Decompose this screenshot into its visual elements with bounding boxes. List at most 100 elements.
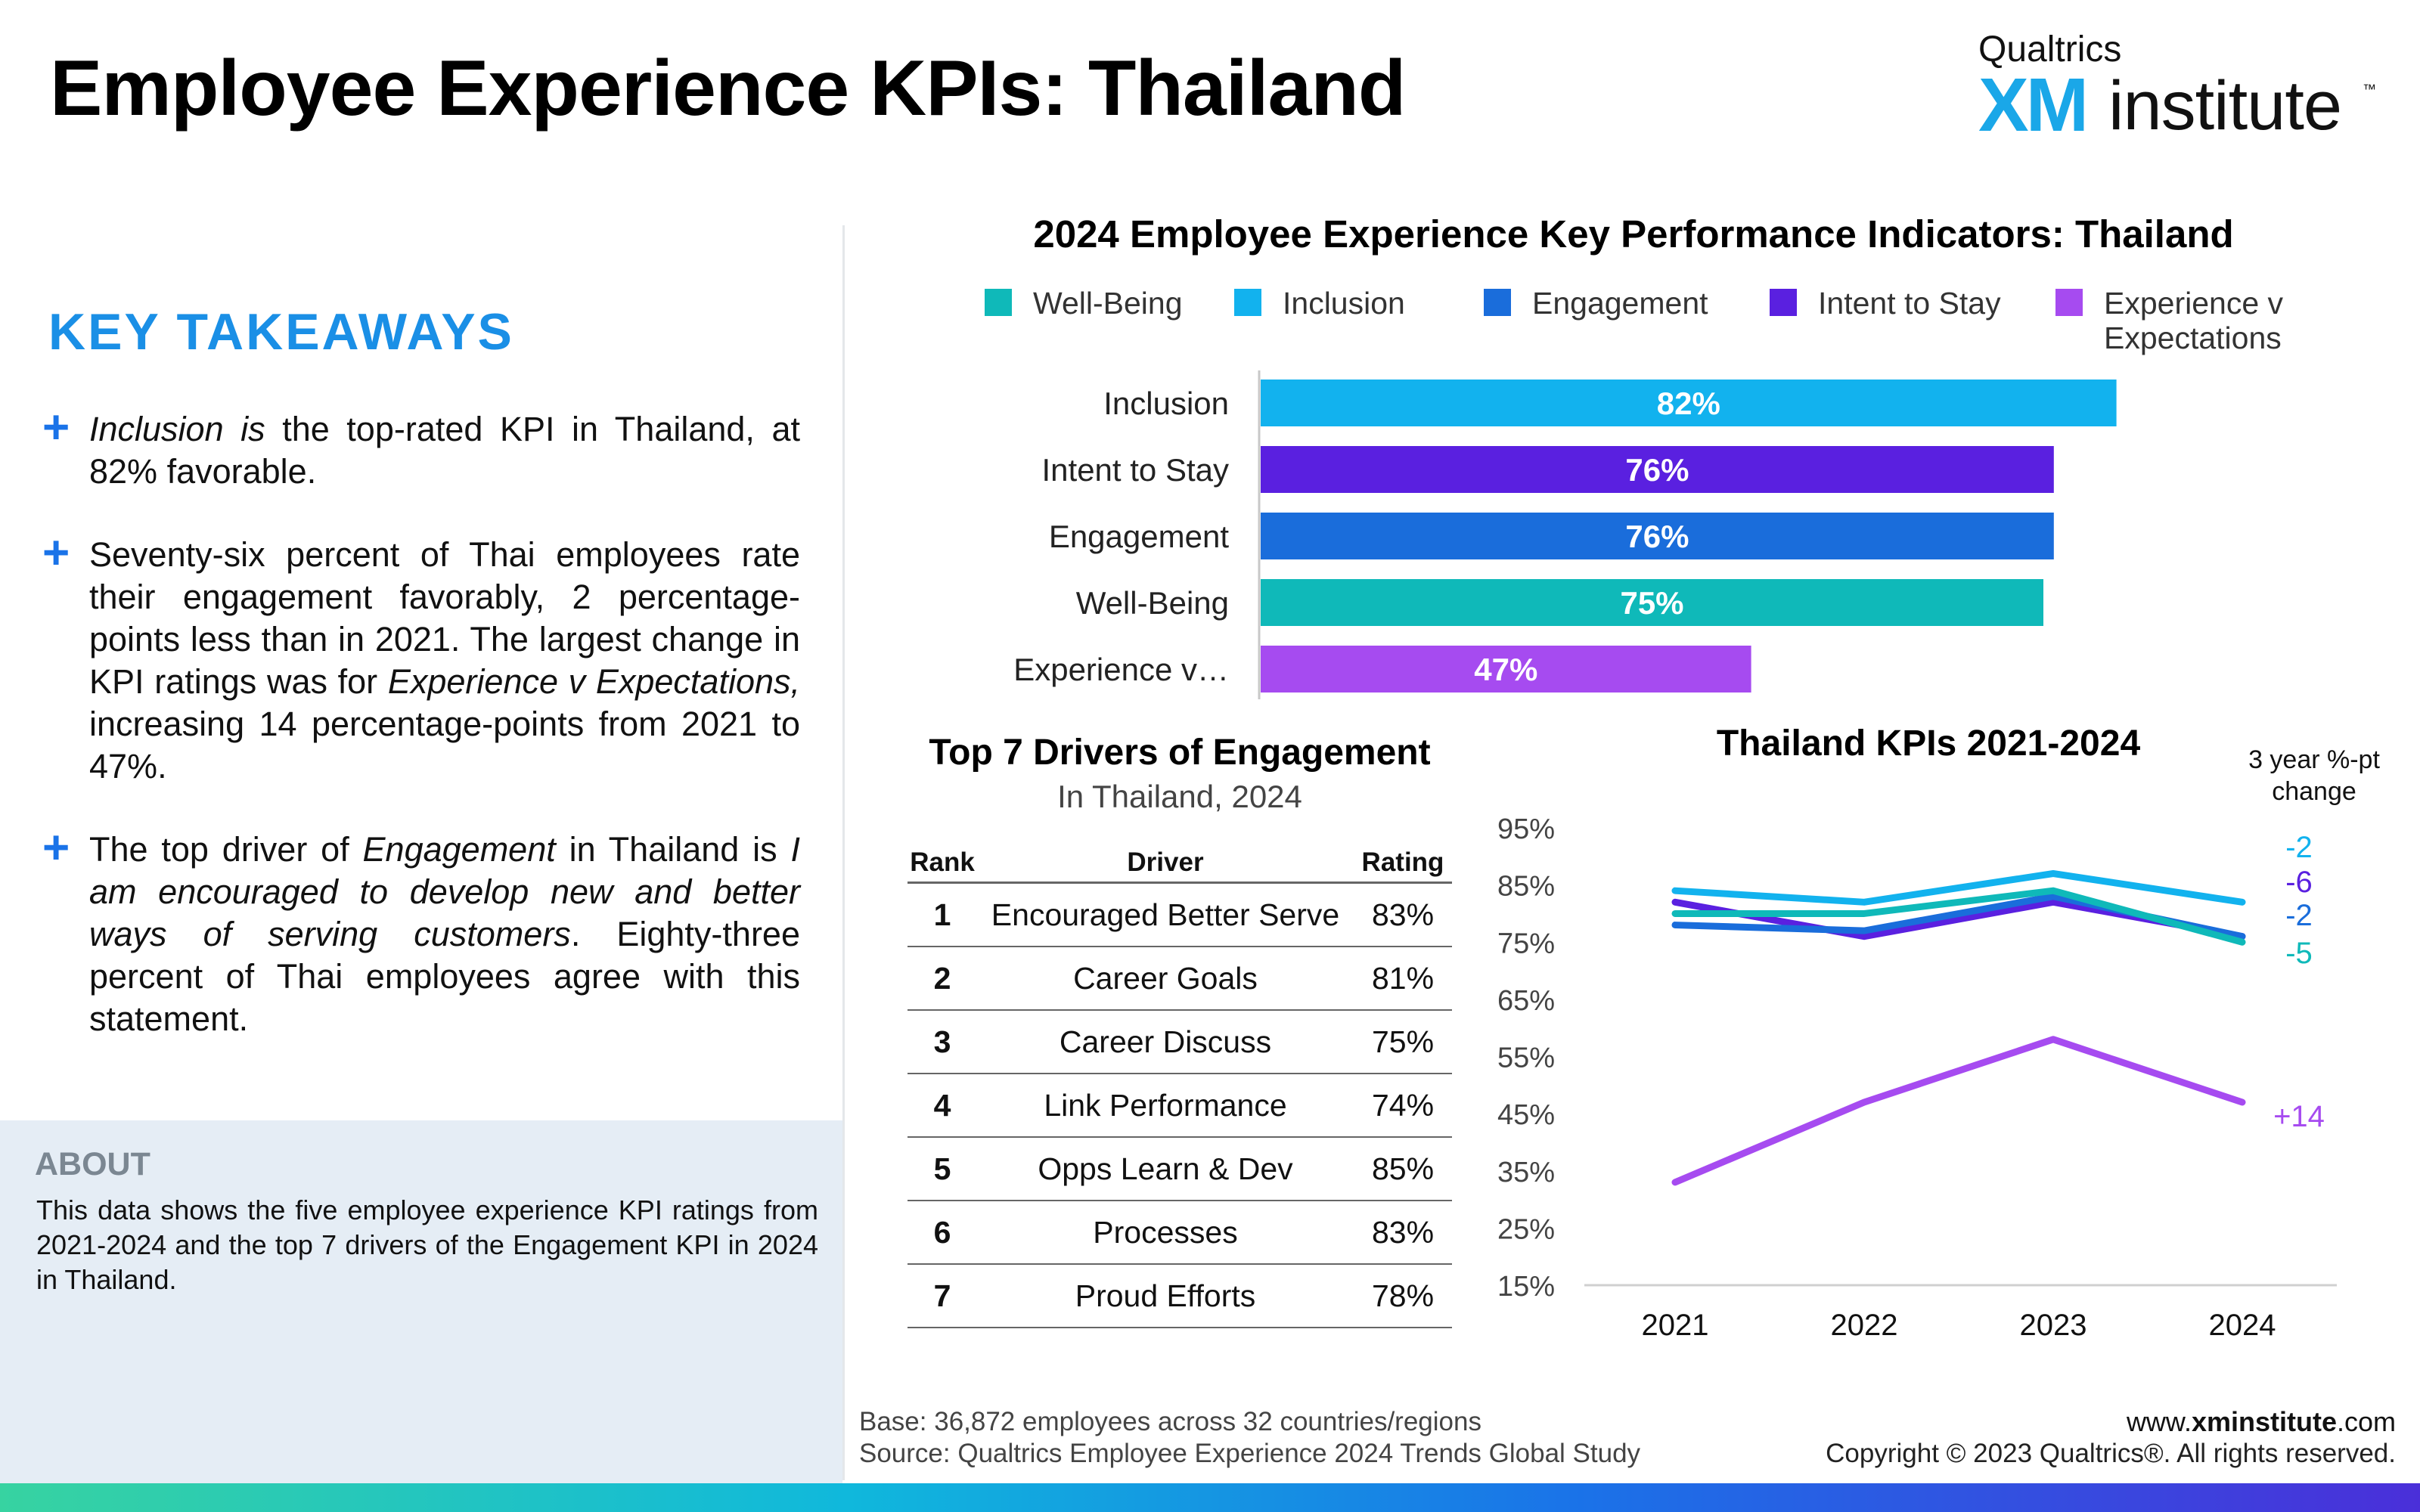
takeaway-segment: The top driver of [89,830,363,869]
kpi-bar-chart: Inclusion 82% Intent to Stay 76% Engagement 7… [1013,370,2117,699]
table-row: 1 Encouraged Better Serve 83% [908,882,1452,947]
driver-cell: Opps Learn & Dev [977,1137,1354,1201]
takeaway-segment: I am encouraged to develop new and bette… [89,830,800,953]
rank-cell: 5 [908,1137,977,1201]
takeaway-segment: Experience v Expectations, [387,662,800,701]
website-suffix: .com [2336,1406,2396,1437]
plus-icon: + [42,527,70,579]
about-title: ABOUT [35,1146,150,1182]
rating-cell: 85% [1354,1137,1452,1201]
rating-cell: 78% [1354,1264,1452,1328]
copyright-text: Copyright © 2023 Qualtrics®. All rights … [1826,1439,2396,1468]
x-tick-label: 2021 [1642,1309,1709,1342]
table-header-row: Rank Driver Rating [908,844,1452,884]
rank-cell: 4 [908,1074,977,1138]
source-note: Source: Qualtrics Employee Experience 20… [859,1439,1641,1468]
drivers-table-body: 1 Encouraged Better Serve 83% 2 Career Goals… [908,882,1452,1328]
bar [1261,380,2117,426]
rank-cell: 1 [908,882,977,947]
rank-cell: 6 [908,1201,977,1265]
line-chart-title: Thailand KPIs 2021-2024 [1716,723,2141,764]
legend-swatch [1234,289,1261,316]
table-row: 6 Processes 83% [908,1201,1452,1265]
takeaway-segment: increasing 14 percentage-points from 202… [89,705,800,785]
footer-gradient-bar [0,1483,2420,1512]
takeaway-item: + Seventy-six percent of Thai employees … [42,527,800,788]
driver-cell: Proud Efforts [977,1264,1354,1328]
driver-cell: Encouraged Better Serve [977,882,1354,947]
takeaway-item: + The top driver of Engagement in Thaila… [42,822,800,1040]
change-column-header: 3 year %-pt change [2248,745,2380,806]
logo-trademark: ™ [2363,82,2376,97]
series-change-label: -5 [2285,937,2313,970]
drivers-table-title: Top 7 Drivers of Engagement [929,733,1431,773]
legend-swatch [2055,289,2083,316]
bar [1261,646,1751,692]
rating-cell: 83% [1354,882,1452,947]
rank-cell: 2 [908,947,977,1011]
x-tick-label: 2024 [2209,1309,2276,1342]
table-row: 3 Career Discuss 75% [908,1010,1452,1074]
takeaway-segment: Inclusion is [89,410,265,448]
rating-cell: 75% [1354,1010,1452,1074]
about-panel [0,1120,842,1483]
y-tick-label: 25% [1497,1213,1555,1245]
takeaway-segment: Seventy-six percent of Thai employees ra… [89,535,800,701]
y-tick-label: 65% [1497,985,1555,1017]
legend-label: Engagement [1532,286,1708,321]
legend-label: Experience v Expectations [2104,286,2284,355]
website-prefix: www. [2126,1406,2192,1437]
driver-cell: Processes [977,1201,1354,1265]
bar-chart-title: 2024 Employee Experience Key Performance… [1033,212,2234,256]
bar [1261,579,2043,626]
bar-category-label: Engagement [1049,519,1230,554]
driver-cell: Career Goals [977,947,1354,1011]
logo-company: Qualtrics [1978,29,2122,70]
bar-category-label: Inclusion [1103,386,1229,421]
base-note: Base: 36,872 employees across 32 countri… [859,1407,1481,1436]
website-link[interactable]: www.xminstitute.com [2127,1406,2396,1438]
takeaway-item: + Inclusion is the top-rated KPI in Thai… [42,401,800,493]
column-header-rank: Rank [908,844,977,884]
driver-cell: Link Performance [977,1074,1354,1138]
kpi-line-chart: 95% 85% 75% 65% 55% 45% 35% 25% 15% 2021 2022 2023 2… [1497,813,2337,1342]
bar [1261,513,2054,559]
series-line [1671,1036,2246,1186]
y-tick-label: 45% [1497,1099,1555,1131]
takeaway-text: Seventy-six percent of Thai employees ra… [89,534,800,788]
table-row: 5 Opps Learn & Dev 85% [908,1137,1452,1201]
series-change-label: +14 [2273,1100,2325,1133]
legend-swatch [1484,289,1511,316]
series-change-label: -6 [2285,866,2313,899]
drivers-table: Rank Driver Rating 1 Encouraged Better Se… [908,844,1452,1328]
rating-cell: 74% [1354,1074,1452,1138]
series-change-label: -2 [2285,899,2313,932]
bar [1261,446,2054,493]
y-tick-label: 55% [1497,1043,1555,1074]
page-title: Employee Experience KPIs: Thailand [50,45,1406,132]
takeaway-segment: in Thailand is [555,830,791,869]
about-text: This data shows the five employee experi… [36,1194,818,1295]
logo-institute: institute [2108,67,2342,144]
takeaway-segment: . Eighty-three percent of Thai employees… [89,915,800,1038]
y-tick-label: 95% [1497,813,1555,845]
driver-cell: Career Discuss [977,1010,1354,1074]
bar-data-label: 76% [1625,452,1689,488]
table-row: 4 Link Performance 74% [908,1074,1452,1138]
takeaway-segment: Engagement [362,830,556,869]
vertical-divider [842,225,845,1480]
bar-data-label: 82% [1657,386,1720,421]
table-row: 2 Career Goals 81% [908,947,1452,1011]
bar-category-label: Well-Being [1076,585,1229,621]
y-tick-label: 75% [1497,928,1555,959]
y-tick-label: 35% [1497,1157,1555,1188]
series-line [1671,887,2246,946]
bar-data-label: 47% [1474,652,1537,687]
legend-swatch [985,289,1012,316]
takeaway-text: Inclusion is the top-rated KPI in Thaila… [89,408,800,493]
series-change-label: -2 [2285,831,2313,864]
legend-swatch [1770,289,1797,316]
plus-icon: + [42,401,70,454]
plus-icon: + [42,822,70,874]
xm-institute-logo[interactable]: Qualtrics XM institute ™ [1978,29,2387,147]
